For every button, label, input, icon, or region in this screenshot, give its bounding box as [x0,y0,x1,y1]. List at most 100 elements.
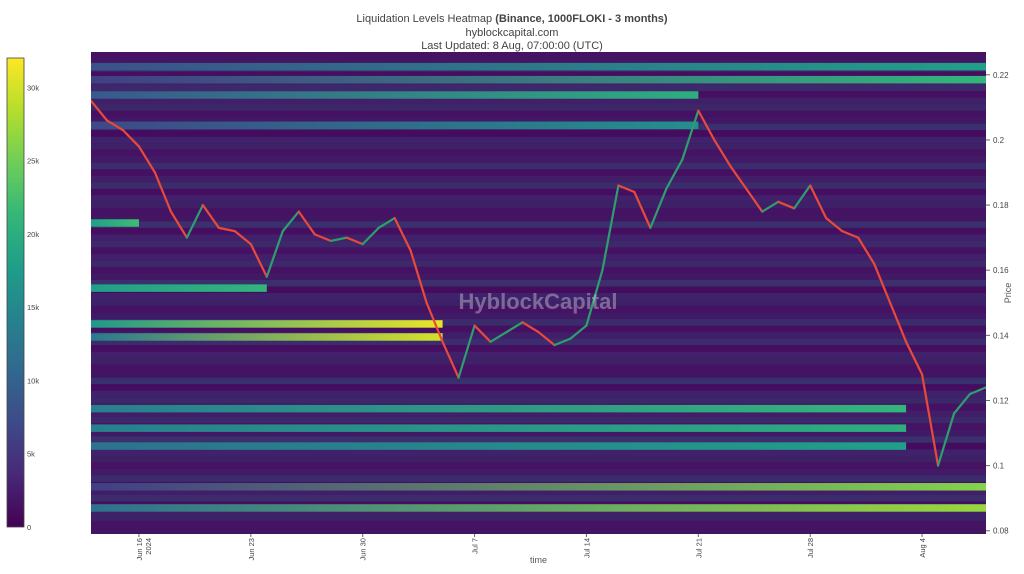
heatmap-level-row [91,156,986,163]
chart-subtitle: hyblockcapital.com [465,27,559,39]
heatmap-level-row [91,221,986,228]
price-segment [633,190,652,229]
price-segment [313,233,332,242]
heatmap-level-row [91,306,986,313]
watermark-text: HyblockCapital [459,289,618,314]
y-tick-label: 0.2 [993,136,1005,145]
price-segment [105,119,125,132]
price-segment [233,230,252,246]
price-segment [153,171,173,213]
heatmap-level-row [91,71,986,79]
price-segment [361,226,380,246]
heatmap-level-row [91,449,986,456]
heatmap-level-row [91,175,986,183]
price-segment [681,109,700,161]
heatmap-level-row [91,143,986,150]
heatmap-level-row [91,266,986,274]
heatmap-level-row [91,410,986,417]
heatmap-level-row [91,468,986,476]
heatmap-level-row [91,325,986,333]
y-tick-label: 0.22 [993,71,1009,80]
price-segment [761,200,780,213]
liquidation-band [91,75,986,84]
heatmap-level-row [91,390,986,398]
x-tick-label: Jun 30 [359,538,368,561]
heatmap-level-row [91,182,986,189]
price-segment [505,321,524,334]
price-segment [217,226,236,233]
price-segment [249,243,268,278]
price-segment [137,145,157,174]
heatmap-level-row [91,429,986,437]
colorbar-tick-label: 30k [27,83,39,92]
price-segment [265,230,284,278]
price-segment [952,392,972,415]
price-segment [201,203,220,229]
x-tick-label: Jun 23 [247,538,256,561]
liquidation-band [91,404,907,413]
heatmap-level-row [91,319,986,326]
price-segment [745,187,764,213]
price-segment [889,301,908,343]
x-tick-label: Jul 28 [806,538,815,558]
price-segment [825,216,844,233]
heatmap-level-row [91,97,986,105]
heatmap-level-row [91,195,986,202]
liquidation-band [91,320,443,328]
price-segment [873,262,892,304]
price-segment [809,184,828,220]
liquidation-band [91,284,267,292]
heatmap-level-row [91,104,986,111]
y-tick-label: 0.08 [993,527,1009,536]
heatmap-level-row [91,201,986,209]
liquidation-band [91,424,907,432]
heatmap-level-row [91,240,986,248]
heatmap-level-row [91,312,986,320]
x-tick-label: Aug 4 [918,538,927,558]
heatmap-level-row [91,130,986,137]
heatmap-level-row [91,358,986,365]
heatmap-level-row [91,416,986,424]
price-segment [649,187,668,229]
price-segment [329,236,348,242]
y-tick-label: 0.14 [993,331,1009,340]
heatmap-level-row [91,58,986,66]
y-tick-label: 0.18 [993,201,1009,210]
price-segment [601,184,620,272]
heatmap-level-row [91,520,986,528]
x-tick-label: Jul 14 [582,538,591,558]
chart-title-text: Liquidation Levels Heatmap [356,13,493,25]
liquidation-band [91,121,699,130]
heatmap-level-row [91,364,986,372]
heatmap-level-row [91,169,986,176]
liquidation-band [91,442,907,450]
price-segment [297,210,316,236]
y-axis-title: Price [1003,283,1013,304]
price-segment [91,99,109,122]
colorbar-tick-label: 5k [27,450,35,459]
heatmap-level-row [91,214,986,222]
heatmap-level-row [91,377,986,385]
x-tick-label: 2024 [144,538,153,555]
price-segment [585,269,604,327]
heatmap-level-row [91,279,986,287]
heatmap-level-row [91,52,986,59]
chart-title-bold: (Binance, 1000FLOKI - 3 months) [495,13,668,25]
heatmap-level-row [91,462,986,469]
heatmap-level-row [91,84,986,92]
heatmap-level-row [91,110,986,118]
x-tick-label: Jul 21 [694,538,703,558]
heatmap-level-row [91,260,986,267]
price-segment [936,412,956,467]
price-segment [185,203,204,239]
colorbar-tick-label: 15k [27,303,39,312]
heatmap-level-row [91,351,986,359]
heatmap-level-row [91,332,986,339]
price-segment [457,324,476,379]
heatmap-level-row [91,488,986,495]
heatmap-level-row [91,475,986,482]
price-segment [169,210,188,239]
price-segment [345,236,364,246]
heatmap-level-row [91,455,986,463]
